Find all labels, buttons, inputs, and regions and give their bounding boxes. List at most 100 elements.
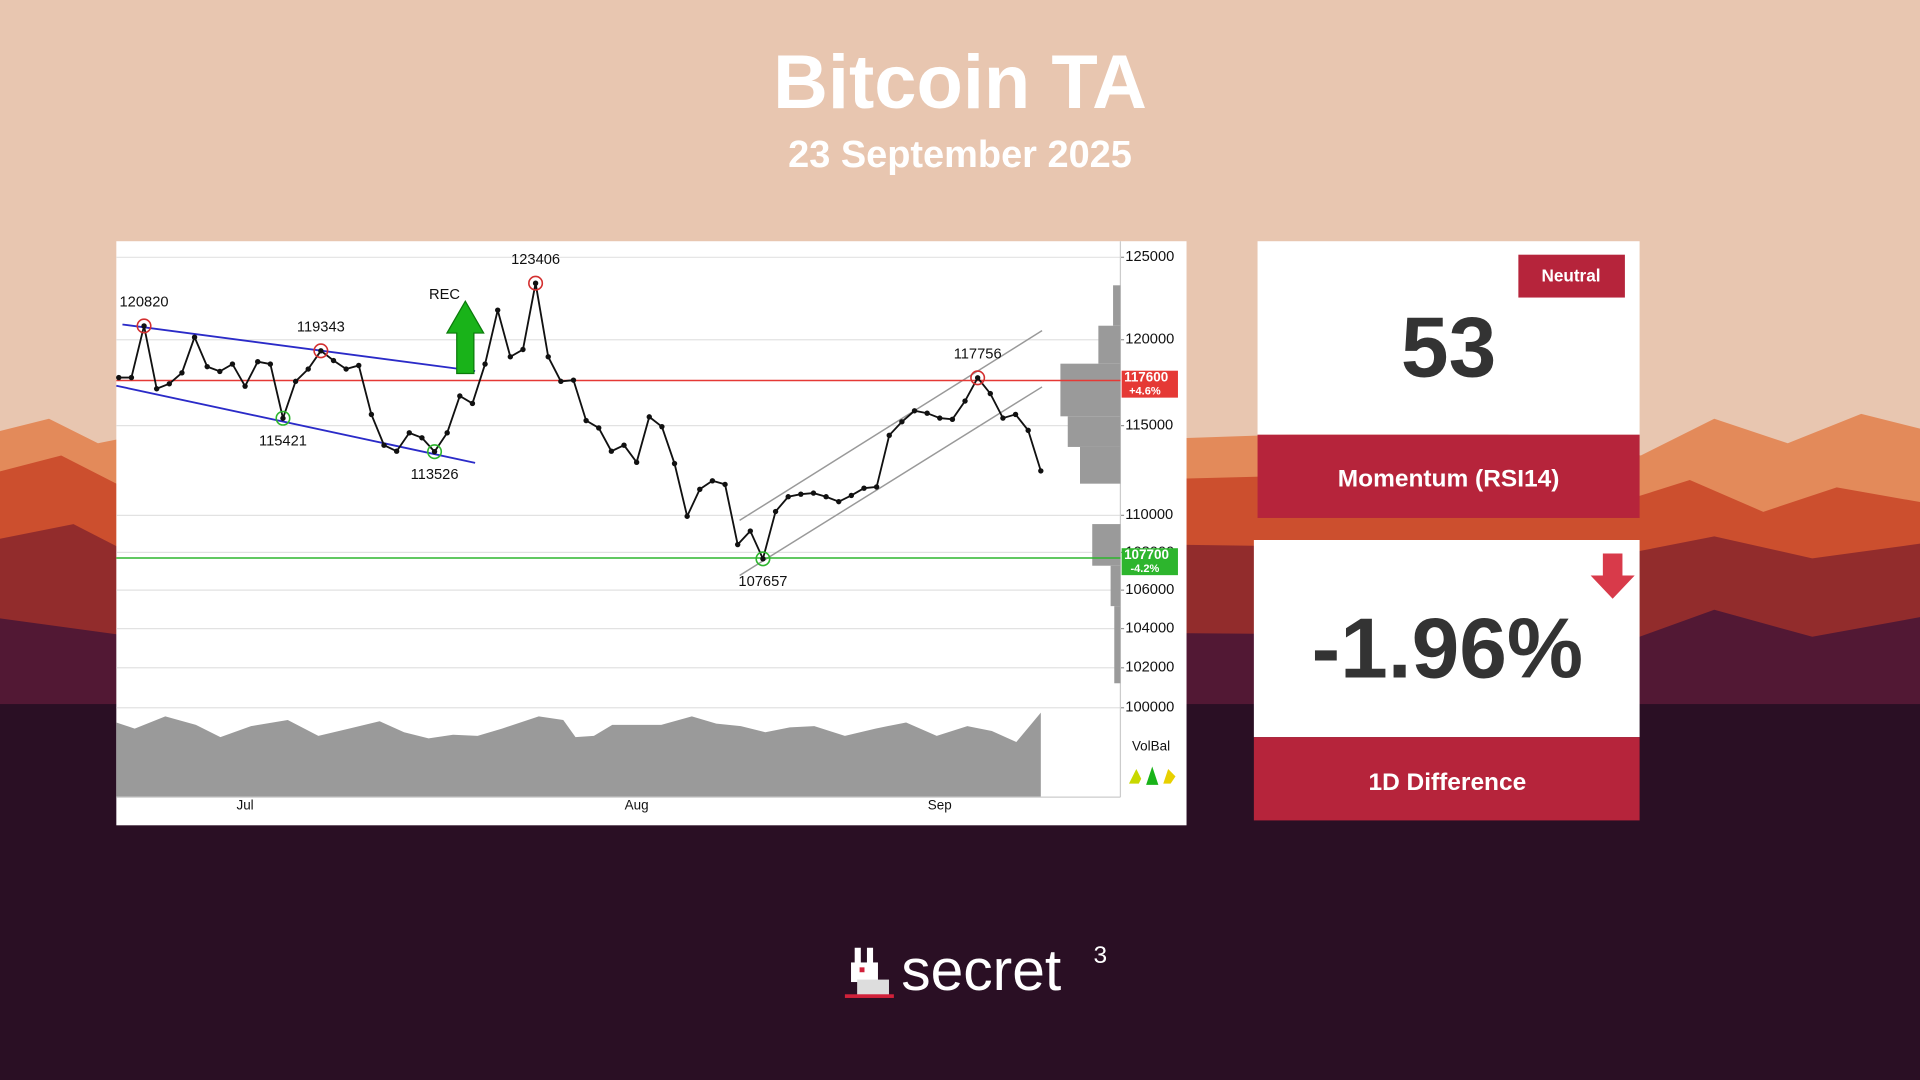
profile-bar	[1080, 446, 1121, 484]
pivot-marker	[528, 275, 544, 291]
arrow-icon	[1146, 766, 1159, 785]
annotation: REC	[429, 287, 460, 303]
reference-change: +4.6%	[1129, 385, 1161, 397]
price-point	[823, 494, 829, 500]
price-line	[118, 283, 1042, 562]
price-point	[621, 442, 627, 448]
price-point	[381, 442, 387, 448]
icon-part	[857, 979, 889, 997]
pivot-marker	[970, 370, 986, 386]
price-point	[482, 361, 488, 367]
price-point	[229, 361, 236, 367]
price-point	[596, 425, 602, 431]
pivot-marker	[275, 410, 291, 426]
profile-bar	[1110, 565, 1121, 607]
logo-superscript: 3	[1093, 942, 1107, 969]
price-point	[431, 448, 438, 455]
price-point	[924, 410, 930, 416]
price-point	[671, 460, 678, 467]
price-point	[520, 346, 526, 353]
channel-line	[739, 386, 1043, 577]
title: Bitcoin TA	[773, 40, 1147, 125]
price-point	[116, 374, 122, 381]
price-point	[772, 508, 779, 515]
y-tick-label: 100000	[1125, 700, 1174, 716]
icon-part	[854, 947, 861, 965]
value-label: 123406	[511, 252, 560, 268]
price-point	[204, 363, 210, 370]
price-point	[911, 408, 918, 414]
price-point	[987, 390, 993, 397]
price-point	[166, 381, 172, 387]
subtitle: 23 September 2025	[788, 134, 1132, 176]
momentum-label: Momentum (RSI14)	[1338, 465, 1560, 492]
price-point	[608, 448, 615, 454]
y-tick-label: 120000	[1125, 332, 1174, 348]
volume-area	[116, 712, 1041, 798]
price-point	[558, 378, 564, 385]
badge-text: Neutral	[1542, 265, 1601, 285]
y-tick-label: 125000	[1125, 249, 1174, 265]
value-label: 107657	[738, 574, 787, 590]
price-point	[191, 334, 198, 340]
channel-line	[116, 384, 476, 464]
price-point	[255, 359, 261, 365]
price-point	[899, 419, 905, 425]
price-point	[734, 541, 741, 548]
price-point	[153, 386, 160, 392]
price-point	[457, 393, 463, 399]
price-point	[747, 528, 754, 534]
pivot-marker	[755, 551, 771, 567]
card	[1253, 540, 1640, 738]
difference-label: 1D Difference	[1368, 769, 1526, 796]
price-point	[128, 374, 135, 381]
price-point	[1038, 468, 1044, 474]
price-point	[393, 448, 400, 454]
difference-value: -1.96%	[1312, 601, 1584, 697]
profile-bar	[1067, 416, 1121, 447]
price-point	[722, 481, 728, 488]
price-point	[1012, 411, 1019, 418]
plot-layer: 117600+4.6% 107700-4.2% 120820 115421 119343…	[116, 252, 1178, 590]
price-point	[633, 459, 640, 465]
price-point	[848, 492, 855, 499]
icon-part	[844, 994, 894, 998]
price-point	[1025, 427, 1031, 434]
reference-value: 117600	[1124, 370, 1168, 385]
card-footer	[1257, 434, 1640, 518]
price-point	[1000, 415, 1006, 421]
value-label: 113526	[411, 467, 459, 483]
y-tick-label: 102000	[1125, 660, 1174, 676]
price-point	[861, 485, 867, 491]
price-point	[810, 490, 817, 496]
price-point	[937, 415, 943, 421]
price-point	[330, 357, 337, 364]
price-point	[495, 307, 501, 313]
price-point	[318, 348, 324, 354]
price-point	[570, 377, 577, 383]
reference-value: 107700	[1124, 547, 1169, 562]
price-point	[179, 370, 185, 376]
profile-bar	[1098, 325, 1121, 364]
volume-label: VolBal	[1132, 739, 1170, 754]
pivot-marker	[136, 318, 152, 334]
volume-profile	[1060, 285, 1121, 684]
y-tick-label: 110000	[1125, 507, 1173, 523]
price-point	[836, 498, 842, 505]
badge	[1518, 254, 1625, 298]
price-point	[785, 494, 791, 500]
x-tick-label: Jul	[236, 797, 253, 812]
price-point	[798, 491, 804, 497]
price-point	[406, 430, 412, 436]
price-point	[583, 417, 589, 424]
pivot-marker	[427, 444, 443, 460]
price-point	[305, 366, 311, 372]
channel-line	[122, 323, 476, 372]
profile-bar	[1114, 606, 1121, 684]
price-point	[545, 354, 551, 360]
card-footer	[1253, 737, 1640, 821]
reference-change: -4.2%	[1131, 563, 1160, 575]
price-point	[532, 280, 539, 286]
logo-icon	[844, 947, 894, 998]
